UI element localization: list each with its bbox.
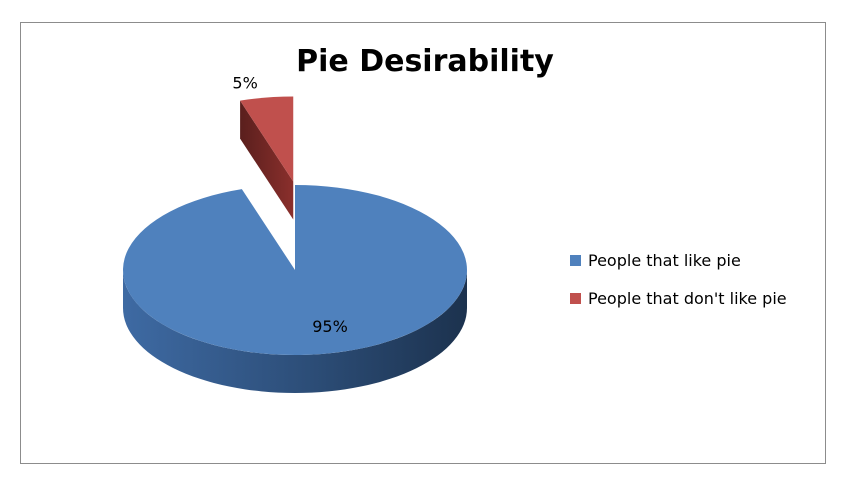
pie-slice-like-side (123, 270, 467, 393)
data-label-dislike: 5% (232, 74, 257, 93)
pie-slice-dislike (240, 96, 294, 182)
legend-item-dislike: People that don't like pie (570, 288, 787, 308)
chart-title: Pie Desirability (296, 44, 554, 79)
legend-label-like: People that like pie (588, 250, 741, 270)
legend-swatch-like (570, 254, 581, 266)
pie-slice-dislike-side (240, 100, 294, 220)
legend: People that like pie People that don't l… (570, 250, 787, 326)
legend-label-dislike: People that don't like pie (588, 288, 787, 308)
pie-slice-like (123, 185, 468, 356)
legend-swatch-dislike (570, 292, 581, 304)
data-label-like: 95% (312, 317, 348, 336)
legend-item-like: People that like pie (570, 250, 787, 270)
